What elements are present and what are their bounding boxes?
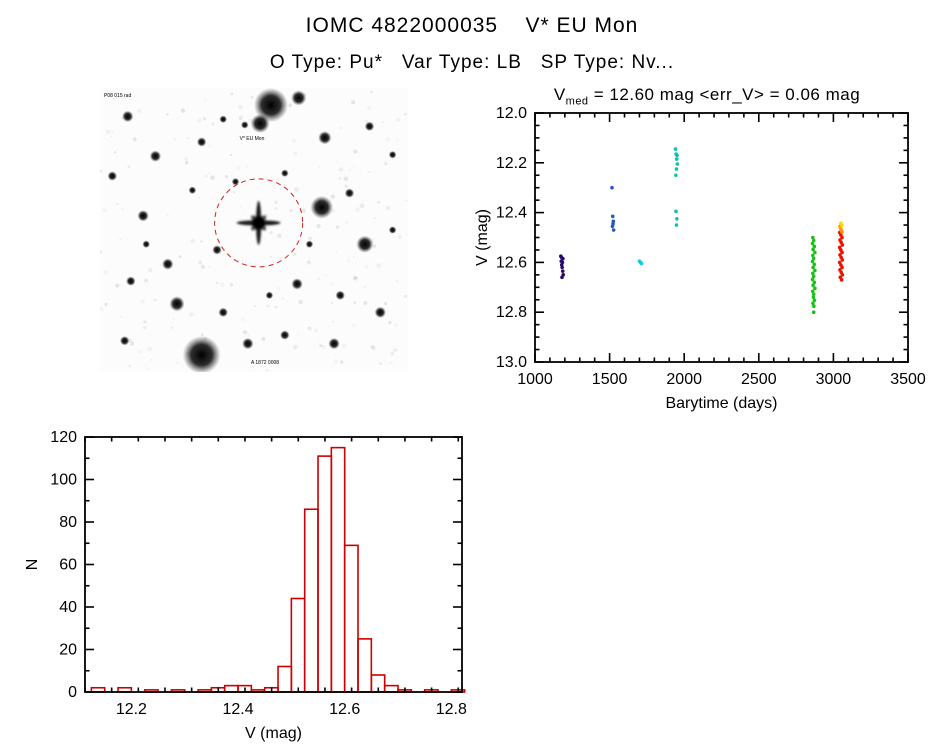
svg-text:12.6: 12.6 — [329, 701, 360, 718]
svg-text:0: 0 — [68, 684, 77, 701]
page-subtitle: O Type: Pu* Var Type: LB SP Type: Nv... — [269, 52, 675, 73]
svg-text:1000: 1000 — [517, 371, 553, 388]
svg-text:12.8: 12.8 — [496, 304, 527, 321]
svg-text:N: N — [24, 559, 41, 571]
finder-chart-svg: P08 015 rad V* EU Mon A 1872 0008 — [99, 87, 408, 374]
histogram-plot: 12.2 12.4 12.6 12.8 0 20 40 60 80 100 120 V (mag) N — [20, 425, 475, 747]
histogram-svg: 12.2 12.4 12.6 12.8 0 20 40 60 80 100 120 V (mag) N — [24, 429, 467, 742]
svg-text:20: 20 — [59, 642, 77, 659]
svg-text:V (mag): V (mag) — [474, 209, 491, 266]
svg-text:3500: 3500 — [890, 371, 926, 388]
svg-text:40: 40 — [59, 599, 77, 616]
lightcurve-title-rest: = 12.60 mag <err_V> = 0.06 mag — [588, 85, 861, 104]
svg-text:12.4: 12.4 — [496, 205, 527, 222]
svg-text:12.2: 12.2 — [116, 701, 147, 718]
svg-text:12.8: 12.8 — [436, 701, 467, 718]
svg-text:13.0: 13.0 — [496, 354, 527, 371]
lightcurve-title-sub: med — [565, 95, 589, 108]
lightcurve-plot: 1000 1500 2000 2500 3000 3500 12.0 12.2 12.4 12.6… — [470, 103, 944, 415]
svg-text:V* EU Mon: V* EU Mon — [240, 136, 265, 142]
page-title: IOMC 4822000035 V* EU Mon — [305, 14, 639, 37]
svg-text:2000: 2000 — [666, 371, 702, 388]
svg-text:12.2: 12.2 — [496, 155, 527, 172]
svg-text:P08 015 rad: P08 015 rad — [104, 93, 131, 99]
svg-text:80: 80 — [59, 514, 77, 531]
svg-text:1500: 1500 — [592, 371, 628, 388]
svg-text:12.0: 12.0 — [496, 105, 527, 122]
lightcurve-title: Vmed = 12.60 mag <err_V> = 0.06 mag — [470, 85, 944, 107]
svg-text:Barytime (days): Barytime (days) — [665, 395, 777, 412]
lightcurve-title-v: V — [553, 85, 566, 104]
lightcurve-svg: 1000 1500 2000 2500 3000 3500 12.0 12.2 12.4 12.6… — [474, 105, 926, 412]
svg-text:2500: 2500 — [741, 371, 777, 388]
svg-text:12.4: 12.4 — [222, 701, 253, 718]
svg-text:100: 100 — [50, 472, 77, 489]
finder-chart: P08 015 rad V* EU Mon A 1872 0008 — [99, 87, 408, 374]
svg-text:V (mag): V (mag) — [245, 725, 302, 742]
svg-text:12.6: 12.6 — [496, 254, 527, 271]
svg-text:3000: 3000 — [816, 371, 852, 388]
svg-text:A 1872 0008: A 1872 0008 — [251, 360, 279, 366]
svg-text:120: 120 — [50, 429, 77, 446]
svg-text:60: 60 — [59, 557, 77, 574]
